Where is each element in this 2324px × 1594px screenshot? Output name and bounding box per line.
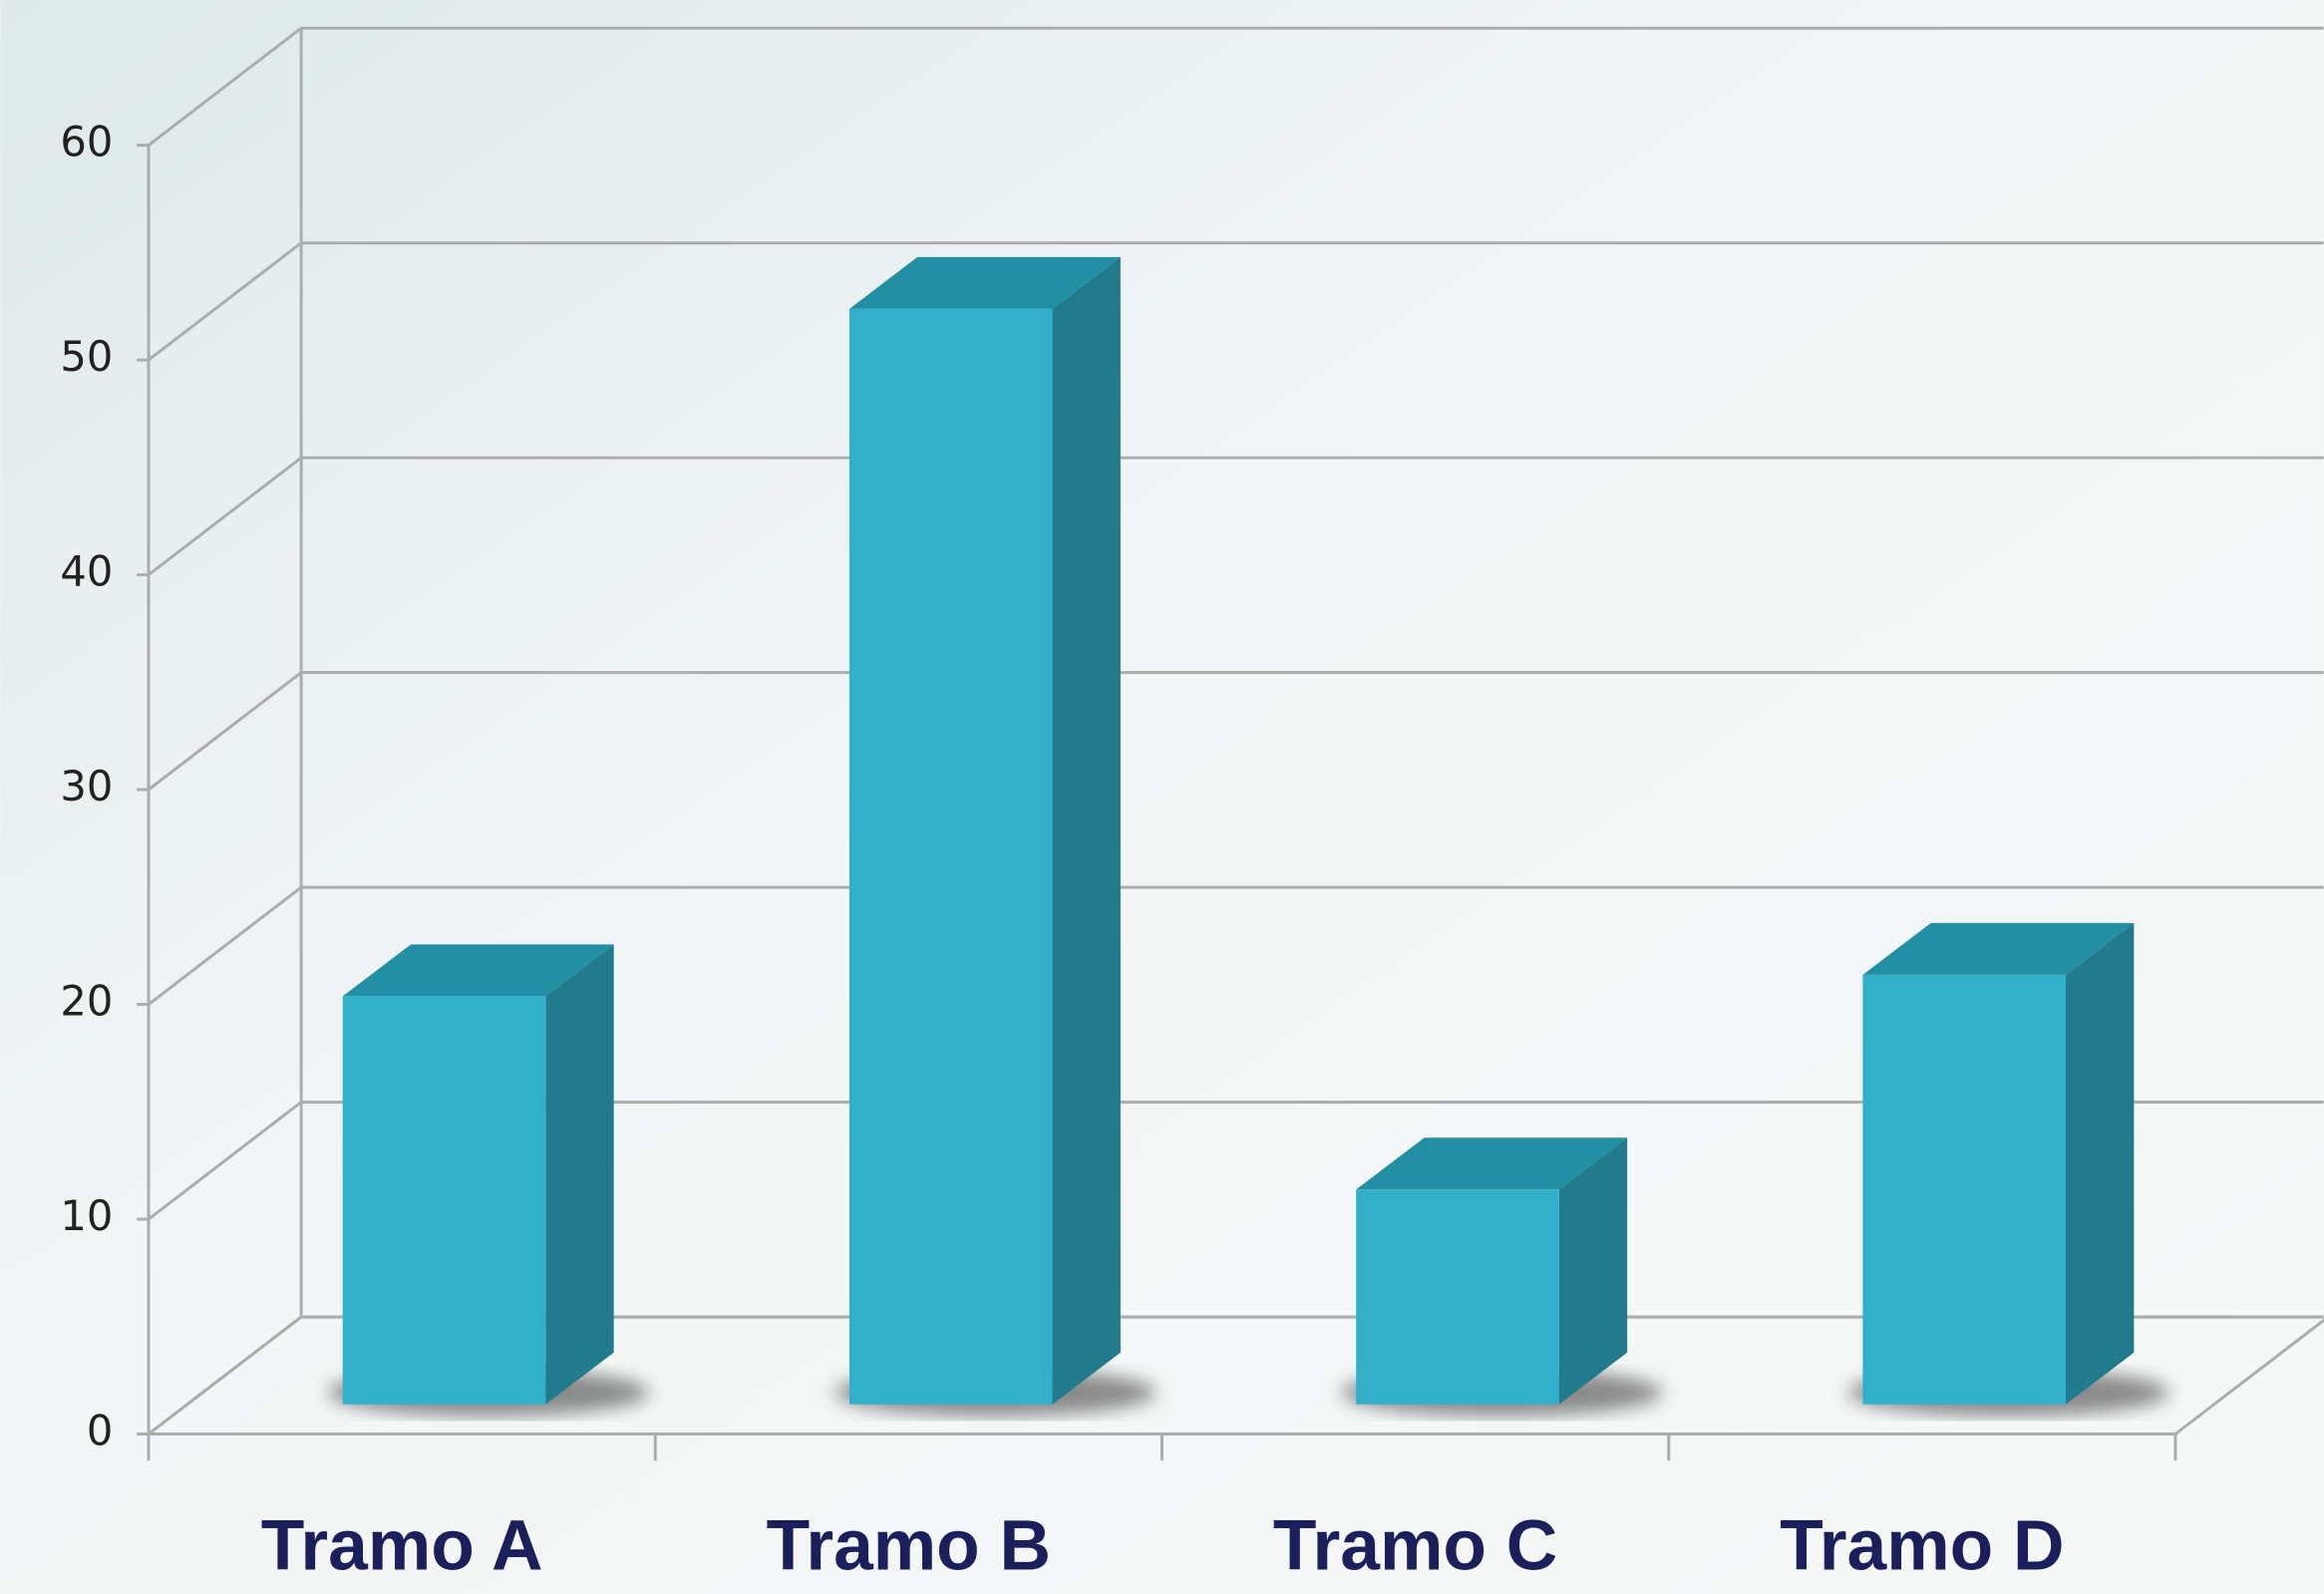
y-tick-label: 10 bbox=[60, 1191, 113, 1240]
bar bbox=[848, 308, 1053, 1405]
bar-side bbox=[1052, 256, 1121, 1405]
grid-line bbox=[148, 885, 2324, 1006]
grid-line bbox=[148, 241, 2324, 362]
grid-line bbox=[148, 456, 2324, 576]
y-tick-label: 20 bbox=[60, 977, 113, 1026]
x-tick-label: Tramo B bbox=[767, 1506, 1051, 1586]
bar-side bbox=[2065, 922, 2135, 1405]
grid-line bbox=[148, 1315, 2324, 1435]
grid-line bbox=[148, 26, 2324, 147]
x-tick-label: Tramo C bbox=[1273, 1506, 1557, 1586]
bar bbox=[1356, 1189, 1559, 1405]
bar bbox=[1862, 974, 2066, 1405]
y-tick-label: 40 bbox=[60, 547, 113, 596]
bar-top bbox=[1862, 922, 2135, 975]
plot-area: 0 10 20 30 40 50 60 Tramo A Tramo B Tramo C Tramo … bbox=[60, 26, 2324, 1586]
grid-line bbox=[148, 671, 2324, 792]
y-tick-label: 60 bbox=[60, 118, 113, 166]
bar-top bbox=[1356, 1137, 1628, 1190]
y-tick-label: 0 bbox=[87, 1407, 113, 1455]
y-tick-label: 30 bbox=[60, 762, 113, 810]
bar-side bbox=[1558, 1137, 1628, 1405]
x-tick-label: Tramo A bbox=[261, 1506, 543, 1586]
y-tick-label: 50 bbox=[60, 332, 113, 381]
bar-top bbox=[848, 256, 1121, 309]
bar bbox=[342, 996, 546, 1405]
bar-side bbox=[545, 944, 614, 1405]
x-tick-label: Tramo D bbox=[1780, 1506, 2064, 1586]
grid-line bbox=[148, 1101, 2324, 1221]
bar-top bbox=[342, 944, 614, 997]
